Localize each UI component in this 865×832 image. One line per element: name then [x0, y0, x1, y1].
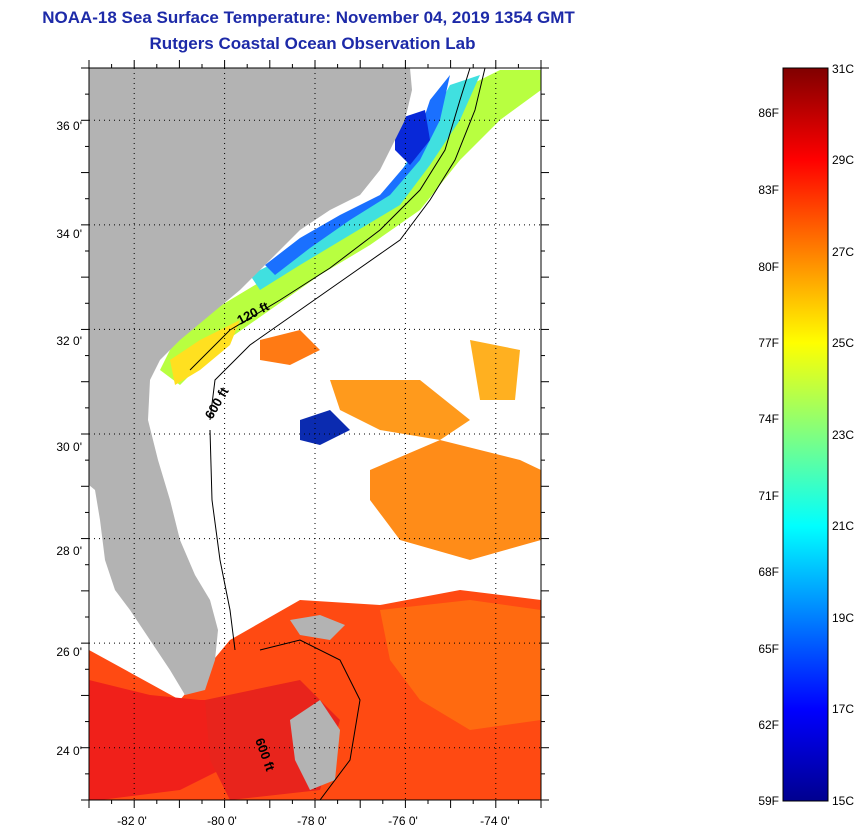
lat-tick-label: 26 0' — [56, 645, 82, 659]
colorbar-celsius-label: 19C — [832, 611, 854, 625]
coastal-blue-band — [265, 75, 450, 275]
colorbar-fahrenheit-label: 74F — [758, 412, 779, 426]
orange-patch-central — [330, 380, 470, 440]
contour-600ft — [209, 68, 486, 421]
colorbar-celsius-label: 15C — [832, 794, 854, 808]
orange-patch-east — [380, 600, 541, 730]
bahamas-small-islands — [290, 615, 345, 640]
contour-120ft — [189, 68, 471, 371]
lat-tick-label: 28 0' — [56, 544, 82, 558]
cold-patch-offshore — [300, 410, 350, 445]
lat-tick-label: 24 0' — [56, 744, 82, 758]
colorbar-fahrenheit-label: 71F — [758, 489, 779, 503]
map-tick-marks — [81, 60, 549, 808]
colorbar — [782, 67, 829, 802]
warm-patch-north — [260, 330, 320, 365]
lon-tick-label: -78 0' — [297, 814, 327, 828]
contour-florida-shelf — [209, 429, 236, 651]
colorbar-fahrenheit-label: 80F — [758, 260, 779, 274]
map-subtitle: Rutgers Coastal Ocean Observation Lab — [149, 34, 476, 53]
colorbar-fahrenheit-label: 86F — [758, 106, 779, 120]
colorbar-celsius-label: 23C — [832, 428, 854, 442]
coastal-yellow-band — [170, 320, 240, 385]
colorbar-fahrenheit-label: 62F — [758, 718, 779, 732]
colorbar-fahrenheit-label: 65F — [758, 642, 779, 656]
map-title: NOAA-18 Sea Surface Temperature: Novembe… — [42, 8, 575, 27]
lat-tick-label: 32 0' — [56, 334, 82, 348]
colorbar-celsius-label: 31C — [832, 62, 854, 76]
colorbar-celsius-label: 21C — [832, 519, 854, 533]
contour-bahamas — [259, 639, 361, 800]
colorbar-celsius-label: 27C — [832, 245, 854, 259]
colorbar-celsius-label: 17C — [832, 702, 854, 716]
lat-tick-label: 36 0' — [56, 119, 82, 133]
colorbar-fahrenheit-label: 59F — [758, 794, 779, 808]
colorbar-celsius-label: 25C — [832, 336, 854, 350]
warm-water-east-central — [370, 440, 541, 560]
colorbar-fahrenheit-label: 77F — [758, 336, 779, 350]
lat-tick-label: 30 0' — [56, 440, 82, 454]
colorbar-celsius-label: 29C — [832, 153, 854, 167]
colorbar-fahrenheit-label: 68F — [758, 565, 779, 579]
bathymetry-contours — [189, 68, 486, 800]
warm-strip-mid — [470, 340, 520, 400]
bahamas-andros-island — [290, 700, 340, 790]
colorbar-fahrenheit-label: 83F — [758, 183, 779, 197]
lon-tick-label: -80 0' — [207, 814, 237, 828]
lat-tick-label: 34 0' — [56, 227, 82, 241]
lon-tick-label: -82 0' — [117, 814, 147, 828]
lon-tick-label: -76 0' — [388, 814, 418, 828]
lon-tick-label: -74 0' — [480, 814, 510, 828]
pamlico-sound-water — [395, 110, 430, 165]
map-gridlines — [89, 68, 541, 800]
